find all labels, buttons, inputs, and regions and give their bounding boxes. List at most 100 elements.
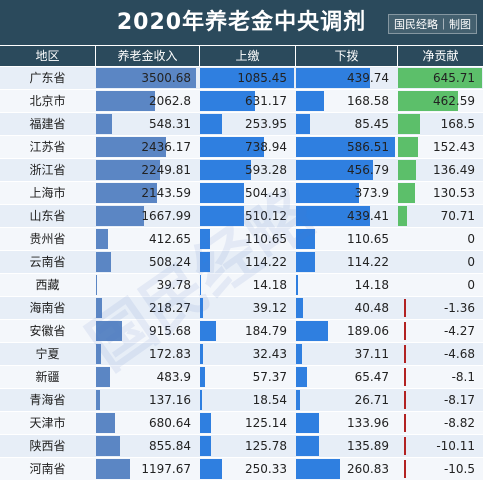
- alloc-bar: [296, 275, 299, 295]
- income-value: 2436.17: [141, 140, 191, 154]
- net-value: 130.53: [433, 186, 475, 200]
- column-header-net: 净贡献: [398, 46, 483, 66]
- pay-value: 510.12: [245, 209, 287, 223]
- alloc-cell: 14.18: [296, 274, 397, 296]
- pay-bar: [200, 160, 252, 180]
- net-cell: 645.71: [398, 67, 483, 89]
- pay-bar: [200, 137, 264, 157]
- net-value: 645.71: [433, 71, 475, 85]
- alloc-bar: [296, 91, 325, 111]
- income-cell: 39.78: [96, 274, 199, 296]
- net-value: -10.5: [443, 462, 475, 476]
- pay-value: 114.22: [245, 255, 287, 269]
- income-bar: [96, 344, 101, 364]
- income-cell: 855.84: [96, 435, 199, 457]
- pay-value: 253.95: [245, 117, 287, 131]
- pay-bar: [200, 206, 245, 226]
- table-row: 山东省 1667.99 510.12 439.41 70.71: [0, 205, 483, 227]
- net-cell: 168.5: [398, 113, 483, 135]
- pay-bar: [200, 344, 203, 364]
- net-value: 136.49: [433, 163, 475, 177]
- alloc-value: 14.18: [354, 278, 389, 292]
- income-cell: 2062.8: [96, 90, 199, 112]
- pay-cell: 593.28: [200, 159, 295, 181]
- income-bar: [96, 229, 108, 249]
- chart-title: 2020年养老金中央调剂: [116, 10, 367, 35]
- net-value: -10.11: [436, 439, 475, 453]
- table-row: 青海省 137.16 18.54 26.71 -8.17: [0, 389, 483, 411]
- net-value: 168.5: [440, 117, 475, 131]
- alloc-value: 260.83: [347, 462, 389, 476]
- alloc-bar: [296, 114, 311, 134]
- alloc-value: 456.79: [347, 163, 389, 177]
- net-bar: [398, 206, 408, 226]
- income-value: 915.68: [149, 324, 191, 338]
- alloc-cell: 189.06: [296, 320, 397, 342]
- negative-marker: [404, 322, 406, 340]
- alloc-value: 133.96: [347, 416, 389, 430]
- alloc-bar: [296, 68, 371, 88]
- income-cell: 548.31: [96, 113, 199, 135]
- income-bar: [96, 367, 110, 387]
- net-value: -1.36: [443, 301, 475, 315]
- alloc-cell: 133.96: [296, 412, 397, 434]
- net-bar: [398, 137, 418, 157]
- column-header-alloc: 下拨: [296, 46, 397, 66]
- region-cell: 陕西省: [29, 439, 66, 453]
- pay-value: 110.65: [245, 232, 287, 246]
- pay-cell: 504.43: [200, 182, 295, 204]
- income-value: 2062.8: [149, 94, 191, 108]
- pay-value: 39.12: [252, 301, 287, 315]
- net-cell: -8.1: [398, 366, 483, 388]
- alloc-bar: [296, 298, 303, 318]
- pay-cell: 250.33: [200, 458, 295, 480]
- income-value: 412.65: [149, 232, 191, 246]
- region-cell: 云南省: [29, 255, 66, 269]
- region-cell: 西藏: [35, 278, 60, 292]
- table-row: 江苏省 2436.17 738.94 586.51 152.43: [0, 136, 483, 158]
- income-bar: [96, 114, 112, 134]
- table-row: 广东省 3500.68 1085.45 439.74 645.71: [0, 67, 483, 89]
- table-row: 新疆 483.9 57.37 65.47 -8.1: [0, 366, 483, 388]
- alloc-value: 114.22: [347, 255, 389, 269]
- alloc-cell: 37.11: [296, 343, 397, 365]
- pay-cell: 125.14: [200, 412, 295, 434]
- pay-value: 593.28: [245, 163, 287, 177]
- income-value: 3500.68: [141, 71, 191, 85]
- pay-cell: 57.37: [200, 366, 295, 388]
- income-cell: 172.83: [96, 343, 199, 365]
- income-cell: 483.9: [96, 366, 199, 388]
- alloc-cell: 168.58: [296, 90, 397, 112]
- region-cell: 新疆: [35, 370, 60, 384]
- region-cell: 江苏省: [29, 140, 66, 154]
- alloc-value: 26.71: [354, 393, 389, 407]
- pay-bar: [200, 390, 202, 410]
- alloc-cell: 40.48: [296, 297, 397, 319]
- alloc-cell: 110.65: [296, 228, 397, 250]
- pay-bar: [200, 68, 294, 88]
- pay-value: 125.14: [245, 416, 287, 430]
- net-value: -8.82: [443, 416, 475, 430]
- alloc-cell: 439.74: [296, 67, 397, 89]
- alloc-cell: 26.71: [296, 389, 397, 411]
- net-value: 70.71: [440, 209, 475, 223]
- pay-cell: 32.43: [200, 343, 295, 365]
- income-value: 137.16: [149, 393, 191, 407]
- region-cell: 青海省: [29, 393, 66, 407]
- negative-marker: [404, 414, 406, 432]
- alloc-value: 586.51: [347, 140, 389, 154]
- table-row: 河南省 1197.67 250.33 260.83 -10.5: [0, 458, 483, 480]
- net-cell: 70.71: [398, 205, 483, 227]
- alloc-cell: 260.83: [296, 458, 397, 480]
- net-cell: 136.49: [398, 159, 483, 181]
- income-bar: [96, 206, 144, 226]
- table-row: 北京市 2062.8 631.17 168.58 462.59: [0, 90, 483, 112]
- pay-value: 250.33: [245, 462, 287, 476]
- net-bar: [398, 160, 416, 180]
- alloc-cell: 114.22: [296, 251, 397, 273]
- income-cell: 3500.68: [96, 67, 199, 89]
- income-cell: 137.16: [96, 389, 199, 411]
- alloc-bar: [296, 459, 340, 479]
- income-value: 39.78: [156, 278, 191, 292]
- alloc-value: 168.58: [347, 94, 389, 108]
